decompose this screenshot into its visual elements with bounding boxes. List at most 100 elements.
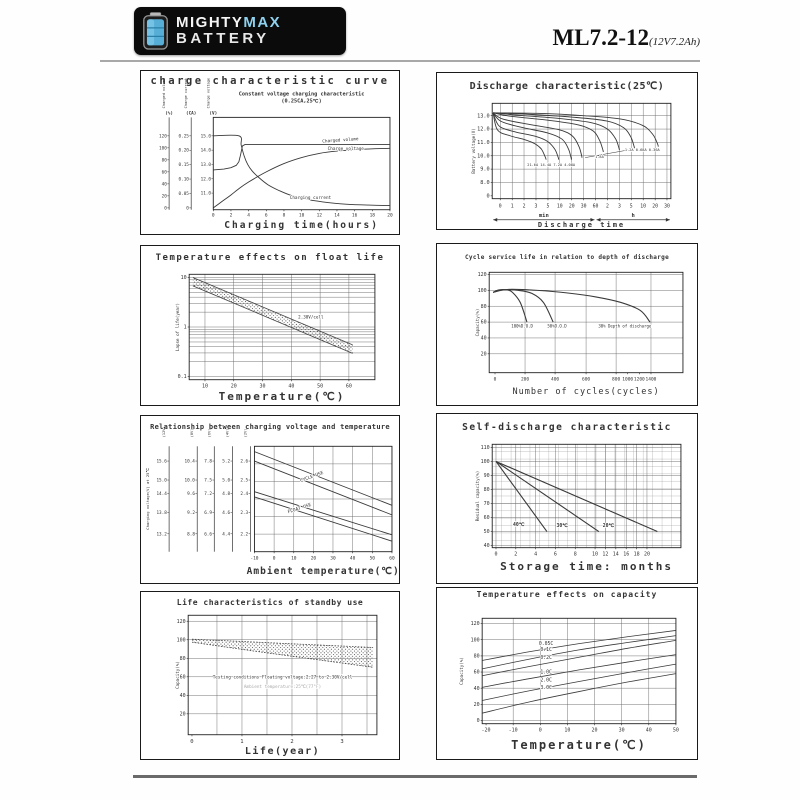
- x-tick-label: 6: [554, 552, 557, 558]
- axis-head-label: Charged volume: [162, 78, 166, 108]
- float-life-chart: 10 1 0.1 10 20 30 40 50 60 2.30V/cell Temperature …: [156, 252, 383, 403]
- axis-tick-label: 80: [162, 157, 168, 163]
- axis-tick-label: 0.10: [179, 177, 190, 183]
- y-tick-label: 9.0: [480, 167, 489, 173]
- y-tick-label: 80: [484, 487, 490, 493]
- chart-title: Relationship between charging voltage an…: [150, 422, 390, 431]
- x-tick-label: 10: [291, 556, 297, 562]
- chart-title: Cycle service life in relation to depth …: [465, 253, 669, 261]
- annotation: 50%D.O.D: [547, 324, 567, 329]
- chart-subtitle: (0.25CA,25℃): [281, 97, 321, 104]
- axis-tick-label: 14.4: [156, 491, 167, 497]
- y-tick-label: 12.0: [477, 127, 490, 133]
- axis-head-label: (4V): [225, 429, 229, 438]
- annotation: CYCLE USE: [299, 470, 324, 484]
- x-tick-label: 2: [290, 739, 293, 745]
- series-30%D.O.D: [492, 288, 651, 323]
- axis-head-label: (6V): [207, 429, 211, 438]
- axis-tick-label: 2.5: [240, 478, 248, 484]
- y-axis-label: Lapse of life(year): [175, 303, 180, 351]
- axis-tick-label: 5.0: [222, 478, 230, 484]
- axis-tick-label: 4.8: [222, 491, 230, 497]
- series-40C: [495, 461, 548, 532]
- axis-head-label: Charge voltage: [206, 78, 210, 108]
- axis-tick-label: 7.8: [204, 459, 212, 465]
- series-float-upper: [254, 491, 393, 536]
- series-21.6A: [492, 112, 547, 160]
- x-tick-label: 800: [612, 377, 620, 383]
- axis-tick-label: 2.3: [240, 510, 248, 516]
- model-spec: (12V7.2Ah): [648, 36, 700, 48]
- axis-tick-label: 6.9: [204, 510, 212, 516]
- series-14.4A: [492, 112, 560, 160]
- x-tick-label: 2: [514, 552, 517, 558]
- x-tick-label: 30: [664, 204, 670, 210]
- x-tick-label: 8: [283, 213, 286, 219]
- y-tick-label: 80: [474, 654, 480, 660]
- discharge-characteristic-chart: 0 8.0 9.0 10.0 11.0 12.0 13.0 0 1 2 3 5 10 20 30 60 2 3 5 1…: [470, 80, 672, 229]
- self-discharge-chart: 40 50 60 70 80 90 100 110 0 2 4 6 8 10 12 14 16 18 20 40℃ 30…: [462, 422, 682, 573]
- chart-panel-capacity-temperature: 0 20 40 60 80 100 120 -20 -10 0 10 20 30 40 50 0.05C 0.1…: [436, 587, 698, 760]
- series-30C: [495, 461, 600, 532]
- y-tick-label: 40: [474, 686, 480, 692]
- chart-title: Life characteristics of standby use: [177, 597, 363, 607]
- y-tick-label: 10: [181, 275, 187, 281]
- annotation: 0.05C: [539, 641, 554, 647]
- y-tick-label: 100: [177, 637, 186, 643]
- series-cycle-upper: [254, 451, 393, 506]
- axis-tick-label: 15.0: [201, 133, 212, 139]
- x-tick-label: 30: [619, 728, 625, 734]
- svg-text:(%): (%): [165, 110, 173, 116]
- chart-panel-charging-voltage: -10 0 10 20 30 40 50 60 15.6 15.0 14.4 13.8 13.2 (12V…: [140, 415, 400, 584]
- y-tick-label: 20: [180, 711, 186, 717]
- axis-tick-label: 2.2: [240, 531, 248, 537]
- y-axis-label: Capacity(%): [175, 661, 180, 689]
- x-tick-label: 40: [646, 728, 652, 734]
- axis-tick-label: 10.4: [185, 459, 196, 465]
- axis-tick-label: 20: [162, 193, 168, 199]
- x-axis-label: Temperature(℃): [511, 738, 647, 752]
- chart-title: Temperature effects on capacity: [477, 589, 658, 599]
- axis-tick-label: 120: [159, 133, 167, 139]
- chart-panel-self-discharge: 40 50 60 70 80 90 100 110 0 2 4 6 8 10 12 14 16 18 20 40℃ 30…: [436, 413, 698, 584]
- x-tick-label: 1400: [646, 377, 657, 383]
- x-tick-label: 10: [299, 213, 305, 219]
- y-tick-label: 40: [180, 693, 186, 699]
- axis-tick-label: 15.0: [156, 478, 167, 484]
- y-axis-label: Capacity(%): [459, 657, 464, 685]
- series-Charged volume: [213, 147, 390, 209]
- y-tick-label: 80: [180, 656, 186, 662]
- y-tick-label: 20: [481, 351, 487, 357]
- x-tick-label: 2: [523, 204, 526, 210]
- x-tick-label: -10: [250, 556, 258, 562]
- axis-tick-label: 13.2: [156, 531, 167, 537]
- x-tick-label: 0: [539, 728, 542, 734]
- y-axis-label: Residual capacity(%): [475, 471, 480, 522]
- axis-tick-label: 9.6: [187, 491, 195, 497]
- time-unit-label: h: [632, 213, 635, 219]
- y-tick-label: 100: [481, 459, 490, 465]
- svg-text:(V): (V): [209, 110, 217, 116]
- standby-life-chart: 20 40 60 80 100 120 0 1 2 3 Testing conditions Flo…: [175, 597, 378, 757]
- x-tick-label: 60: [389, 556, 395, 562]
- axis-head-label: (12V): [162, 426, 166, 437]
- y-tick-label: 60: [474, 670, 480, 676]
- series-100%D.O.D: [492, 289, 528, 323]
- x-tick-label: 50: [317, 384, 323, 390]
- axis-tick-label: 0.05: [179, 191, 190, 197]
- series-50%D.O.D: [492, 289, 554, 323]
- annotation: 21.6A 14.4A 7.2A 4.08A: [527, 163, 576, 167]
- x-tick-label: 6: [265, 213, 268, 219]
- x-tick-label: 18: [634, 552, 640, 558]
- x-tick-label: 0: [499, 204, 502, 210]
- annotation: Testing conditions Floating voltage:2.27…: [213, 675, 353, 681]
- x-tick-label: 600: [582, 377, 590, 383]
- series-1.0C: [482, 654, 676, 688]
- annotation: 0.2C: [540, 655, 552, 661]
- axis-tick-label: 7.2: [204, 491, 212, 497]
- annotation: 2.0C: [540, 678, 552, 684]
- series-3.0C: [482, 673, 676, 714]
- axis-tick-label: 12.0: [201, 176, 212, 182]
- series-7.2A: [492, 112, 572, 160]
